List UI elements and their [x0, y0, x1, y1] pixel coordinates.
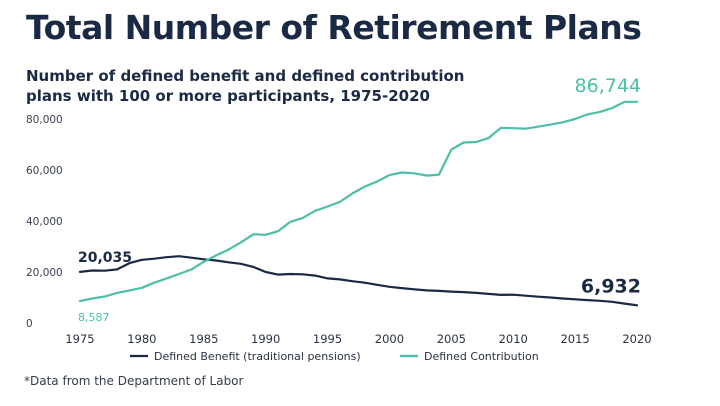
annotations: 20,035 8,587 86,744 6,932: [78, 75, 641, 324]
chart-title: Total Number of Retirement Plans: [26, 8, 642, 47]
annotation-label: 8,587: [78, 311, 110, 324]
y-tick-label: 60,000: [26, 165, 63, 177]
annotation-label: 86,744: [575, 75, 641, 97]
legend-label: Defined Contribution: [424, 350, 539, 363]
legend: Defined Benefit (traditional pensions) De…: [130, 350, 539, 363]
chart-subtitle: Number of defined benefit and defined co…: [26, 67, 465, 105]
series-line-1: [78, 100, 639, 303]
y-tick-label: 40,000: [26, 216, 63, 228]
footnote: *Data from the Department of Labor: [24, 374, 244, 388]
annotation-label: 20,035: [78, 250, 132, 266]
y-axis: 0 20,000 40,000 60,000 80,000: [26, 114, 63, 330]
x-tick-label: 2015: [560, 332, 589, 346]
x-tick-label: 1985: [189, 332, 218, 346]
y-tick-label: 0: [26, 318, 33, 330]
x-tick-label: 2005: [437, 332, 466, 346]
x-tick-label: 2020: [622, 332, 651, 346]
series-lines: [78, 100, 639, 307]
x-tick-label: 1995: [313, 332, 342, 346]
y-tick-label: 20,000: [26, 267, 63, 279]
x-tick-label: 1980: [127, 332, 156, 346]
annotation-label: 6,932: [581, 275, 641, 297]
x-axis: 1975 1980 1985 1990 1995 2000 2005 2010 2015 2020: [65, 332, 651, 346]
x-tick-label: 1990: [251, 332, 280, 346]
x-tick-label: 1975: [65, 332, 94, 346]
x-tick-label: 2000: [375, 332, 404, 346]
x-tick-label: 2010: [499, 332, 528, 346]
legend-label: Defined Benefit (traditional pensions): [154, 350, 361, 363]
y-tick-label: 80,000: [26, 114, 63, 126]
series-line-0: [78, 255, 639, 307]
